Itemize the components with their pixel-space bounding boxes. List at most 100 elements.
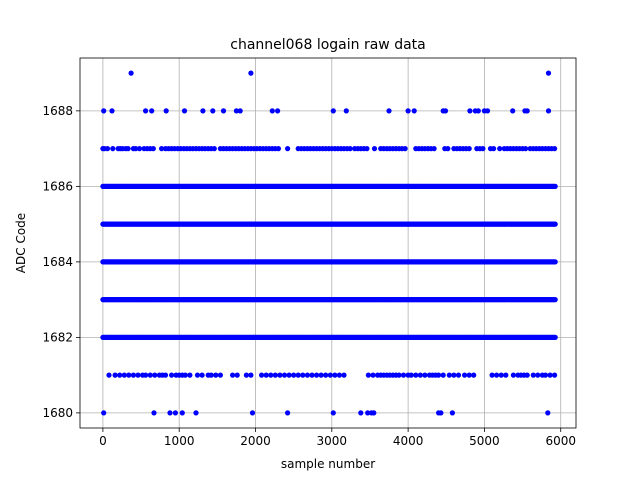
data-point: [210, 108, 216, 114]
data-point: [272, 372, 278, 378]
x-axis-ticks: 0 1000 2000 3000 4000 5000 6000: [99, 428, 576, 448]
data-point: [370, 372, 376, 378]
data-point: [106, 372, 112, 378]
data-point: [455, 372, 462, 378]
data-point: [417, 372, 423, 378]
y-tick-label: 1680: [42, 406, 73, 420]
data-point: [371, 410, 377, 416]
data-point: [440, 372, 446, 378]
data-point: [364, 146, 370, 152]
y-tick-label: 1688: [42, 104, 73, 118]
y-tick-label: 1682: [42, 330, 73, 344]
data-point: [466, 146, 472, 152]
data-point: [248, 70, 254, 76]
data-point: [484, 108, 491, 114]
data-point: [285, 410, 291, 416]
data-point: [304, 372, 310, 378]
data-point: [109, 108, 115, 114]
grid: [80, 58, 576, 428]
data-point: [101, 108, 107, 114]
data-point: [263, 372, 269, 378]
data-point: [234, 372, 240, 378]
data-point: [314, 372, 320, 378]
data-point: [402, 146, 408, 152]
data-point: [172, 410, 178, 416]
data-point: [462, 372, 468, 378]
data-point: [295, 372, 301, 378]
data-point: [489, 372, 495, 378]
data-point: [117, 372, 123, 378]
chart-title: channel068 logain raw data: [230, 37, 425, 53]
data-point: [200, 108, 206, 114]
data-point: [343, 108, 349, 114]
data-point: [480, 146, 486, 152]
data-point: [445, 146, 451, 152]
data-point: [467, 108, 473, 114]
data-point: [336, 372, 342, 378]
y-tick-label: 1684: [42, 255, 73, 269]
data-point: [277, 372, 283, 378]
data-point: [524, 108, 530, 114]
data-point: [466, 372, 472, 378]
data-point: [547, 372, 553, 378]
data-point: [436, 372, 442, 378]
data-point: [405, 108, 411, 114]
data-point: [259, 372, 265, 378]
x-tick-label: 6000: [545, 434, 576, 448]
x-tick-label: 3000: [317, 434, 348, 448]
data-point: [125, 146, 131, 152]
data-point: [438, 410, 444, 416]
data-point: [112, 372, 118, 378]
data-point: [446, 372, 452, 378]
data-point: [330, 108, 336, 114]
x-tick-label: 1000: [164, 434, 195, 448]
data-point: [408, 372, 414, 378]
data-point: [128, 70, 134, 76]
data-point: [208, 372, 214, 378]
data-point: [199, 372, 205, 378]
y-axis-ticks: 1680 1682 1684 1686 1688: [42, 104, 80, 420]
data-point: [220, 108, 227, 114]
data-points: [100, 70, 558, 416]
data-point: [535, 372, 541, 378]
data-point: [217, 372, 223, 378]
data-point: [552, 297, 558, 303]
data-point: [332, 372, 338, 378]
data-point: [275, 108, 281, 114]
data-point: [523, 146, 529, 152]
data-point: [104, 146, 111, 152]
data-point: [475, 108, 481, 114]
data-point: [386, 108, 392, 114]
data-point: [491, 146, 497, 152]
x-axis-label: sample number: [281, 457, 375, 471]
data-point: [449, 410, 455, 416]
data-point: [213, 372, 219, 378]
data-point: [330, 410, 336, 416]
data-point: [358, 410, 364, 416]
x-tick-label: 5000: [469, 434, 500, 448]
data-point: [194, 372, 201, 378]
data-point: [248, 372, 254, 378]
data-point: [286, 372, 292, 378]
data-point: [135, 372, 141, 378]
data-point: [552, 259, 558, 265]
data-point: [422, 372, 428, 378]
data-point: [365, 410, 371, 416]
data-point: [285, 146, 291, 152]
data-point: [347, 146, 353, 152]
data-point: [494, 372, 500, 378]
data-point: [291, 372, 297, 378]
x-tick-label: 2000: [240, 434, 271, 448]
y-axis-label: ADC Code: [14, 213, 28, 273]
data-point: [169, 372, 175, 378]
data-point: [545, 70, 552, 76]
data-point: [309, 372, 315, 378]
data-point: [167, 410, 173, 416]
data-point: [318, 372, 324, 378]
data-point: [552, 183, 558, 189]
data-point: [552, 221, 558, 227]
data-point: [542, 372, 549, 378]
data-point: [552, 372, 558, 378]
data-point: [396, 372, 402, 378]
data-point: [498, 372, 504, 378]
